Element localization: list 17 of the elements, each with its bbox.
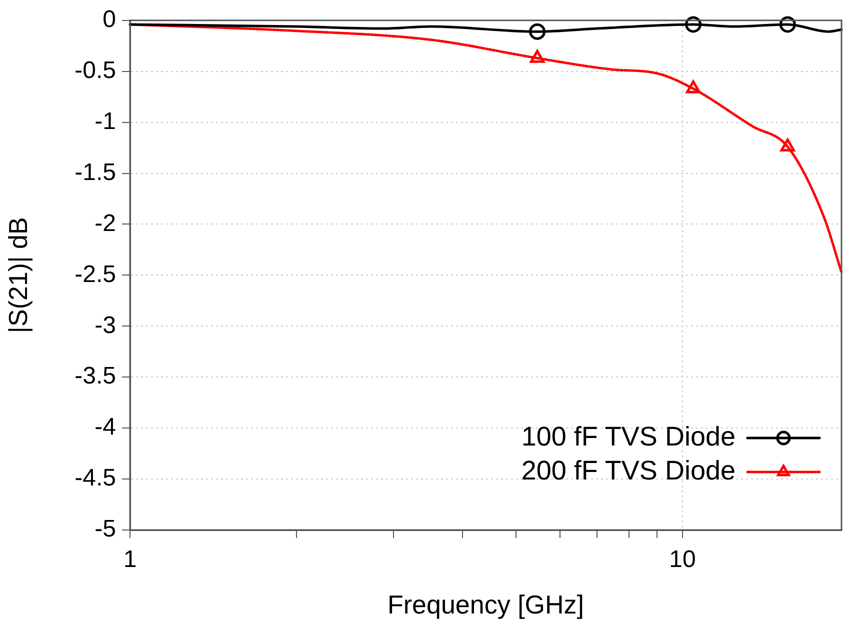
y-tick-label: 0: [102, 6, 116, 34]
x-axis-title: Frequency [GHz]: [387, 590, 584, 620]
legend-label: 100 fF TVS Diode: [521, 421, 736, 452]
y-tick-label: -3: [94, 312, 116, 339]
y-tick-label: -1.5: [74, 158, 116, 186]
y-tick-label: -4: [94, 414, 116, 441]
y-tick-label: -5: [94, 516, 116, 543]
legend-label: 200 fF TVS Diode: [521, 455, 736, 486]
y-tick-label: -4.5: [74, 464, 116, 492]
y-tick-label: -2.5: [74, 260, 116, 288]
y-tick-label: -3.5: [74, 362, 116, 390]
y-tick-label: -1: [94, 108, 116, 135]
y-axis-title: |S(21)| dB: [2, 217, 33, 334]
x-tick-label: 1: [123, 546, 137, 574]
y-tick-label: -2: [94, 210, 116, 237]
y-tick-label: -0.5: [74, 56, 116, 84]
x-tick-label: 10: [669, 546, 696, 574]
